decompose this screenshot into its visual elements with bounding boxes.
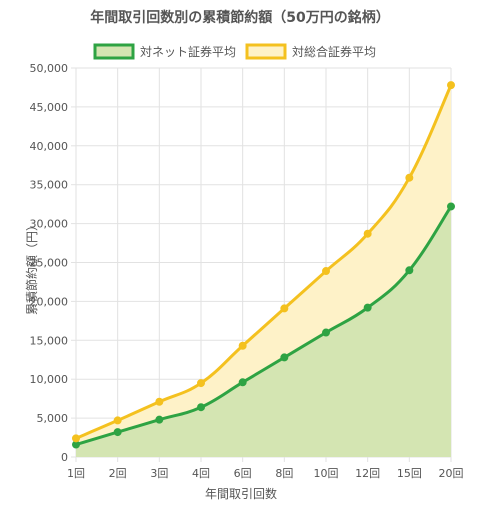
data-point-series-0[interactable]: [238, 378, 247, 387]
x-tick-label: 15回: [397, 467, 422, 480]
data-point-series-0[interactable]: [280, 353, 289, 362]
data-point-series-0[interactable]: [197, 403, 205, 412]
data-point-series-1[interactable]: [238, 341, 247, 350]
data-point-series-1[interactable]: [280, 304, 289, 313]
data-point-series-0[interactable]: [113, 428, 122, 437]
y-axis-ticks: 0 5,000 10,000 15,000 20,000 25,000 30,000 35,0…: [30, 62, 69, 464]
x-tick-label: 3回: [150, 467, 168, 480]
legend-label-net: 対ネット証券平均: [140, 44, 236, 59]
y-axis-title: 累積節約額（円）: [24, 219, 39, 315]
data-point-series-0[interactable]: [363, 303, 372, 312]
data-point-series-1[interactable]: [405, 173, 414, 182]
x-tick-label: 6回: [234, 467, 252, 480]
series-line-0: [75, 205, 453, 446]
x-tick-label: 2回: [109, 467, 127, 480]
series-lines: [75, 84, 453, 446]
chart-title: 年間取引回数別の累積節約額（50万円の銘柄）: [90, 9, 389, 26]
x-tick-label: 20回: [439, 467, 464, 480]
x-tick-label: 10回: [314, 467, 339, 480]
data-point-series-0[interactable]: [405, 266, 414, 275]
y-tick-label: 30,000: [30, 218, 69, 231]
y-tick-label: 50,000: [30, 62, 69, 75]
y-tick-label: 35,000: [30, 179, 69, 192]
data-point-series-0[interactable]: [155, 415, 164, 424]
legend: 対ネット証券平均 対総合証券平均: [93, 43, 376, 60]
y-tick-label: 0: [61, 451, 68, 464]
data-point-series-1[interactable]: [72, 434, 80, 443]
x-tick-label: 12回: [355, 467, 380, 480]
legend-swatch-net: [93, 43, 135, 60]
y-tick-label: 45,000: [30, 101, 69, 114]
data-point-series-0[interactable]: [447, 202, 455, 211]
x-tick-label: 4回: [192, 467, 210, 480]
y-tick-label: 40,000: [30, 140, 69, 153]
series-line-1: [75, 84, 453, 440]
area-fills: [76, 85, 451, 457]
data-point-series-1[interactable]: [197, 379, 205, 388]
data-point-series-0[interactable]: [322, 328, 330, 337]
y-tick-label: 5,000: [37, 412, 69, 425]
area-fill-series-0: [76, 206, 451, 457]
data-point-series-1[interactable]: [155, 397, 164, 406]
y-tick-label: 10,000: [30, 373, 69, 386]
x-axis-ticks: 1回 2回 3回 4回 6回 8回 10回 12回 15回 20回: [67, 467, 464, 480]
data-points: [72, 81, 455, 449]
legend-label-general: 対総合証券平均: [292, 44, 376, 59]
y-tick-label: 25,000: [30, 257, 69, 270]
y-tick-label: 20,000: [30, 295, 69, 308]
x-axis-title: 年間取引回数: [205, 486, 277, 501]
data-point-series-1[interactable]: [322, 267, 330, 276]
data-point-series-1[interactable]: [113, 416, 122, 425]
x-tick-label: 1回: [67, 467, 85, 480]
x-tick-label: 8回: [275, 467, 293, 480]
legend-swatch-general: [245, 43, 287, 60]
data-point-series-1[interactable]: [363, 229, 372, 238]
y-tick-label: 15,000: [30, 334, 69, 347]
data-point-series-1[interactable]: [447, 81, 455, 90]
